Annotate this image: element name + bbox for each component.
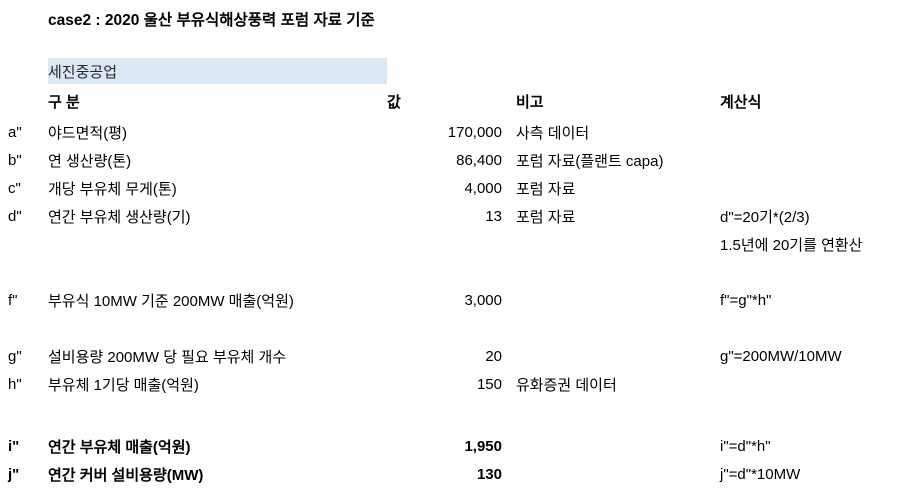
row-label[interactable]: 야드면적(평) [48,124,127,142]
row-formula[interactable]: d"=20기*(2/3) [720,208,810,226]
column-header-row: 구 분 값 비고 계산식 [8,84,910,118]
row-value[interactable]: 13 [485,207,502,225]
row-label[interactable]: 개당 부유체 무게(톤) [48,180,177,198]
row-label[interactable]: 부유체 1기당 매출(억원) [48,376,199,394]
company-header-row: 세진중공업 [8,56,910,84]
row-note[interactable]: 포럼 자료 [516,208,576,226]
row-letter[interactable]: i" [8,437,20,455]
row-label[interactable]: 연간 부유체 생산량(기) [48,208,191,226]
table-row-d: d" 연간 부유체 생산량(기) 13 포럼 자료 d"=20기*(2/3) [8,202,910,230]
row-value[interactable]: 130 [476,465,502,483]
row-note[interactable]: 사측 데이터 [516,124,590,142]
row-value[interactable]: 3,000 [464,291,502,309]
table-row-h: h" 부유체 1기당 매출(억원) 150 유화증권 데이터 [8,370,910,398]
row-letter[interactable]: b" [8,151,22,169]
row-label[interactable]: 연간 커버 설비용량(MW) [48,466,204,484]
row-letter[interactable]: d" [8,207,22,225]
row-label[interactable]: 부유식 10MW 기준 200MW 매출(억원) [48,292,294,310]
row-label[interactable]: 연간 부유체 매출(억원) [48,438,191,456]
row-note[interactable]: 유화증권 데이터 [516,376,617,394]
table-row-i: i" 연간 부유체 매출(억원) 1,950 i"=d"*h" [8,432,910,460]
row-note[interactable]: 포럼 자료 [516,180,576,198]
row-value[interactable]: 86,400 [456,151,502,169]
table-row-d-continuation: 1.5년에 20기를 연환산 [8,230,910,258]
table-row-b: b" 연 생산량(톤) 86,400 포럼 자료(플랜트 capa) [8,146,910,174]
data-table: 세진중공업 구 분 값 비고 계산식 a" 야드면적(평) 170,000 사측… [8,56,910,488]
row-value[interactable]: 1,950 [464,437,502,455]
row-letter[interactable]: g" [8,347,22,365]
table-row-a: a" 야드면적(평) 170,000 사측 데이터 [8,118,910,146]
table-row-j: j" 연간 커버 설비용량(MW) 130 j"=d"*10MW [8,460,910,488]
col-header-category[interactable]: 구 분 [48,93,80,111]
row-formula[interactable]: f"=g"*h" [720,291,772,309]
spacer-row [8,258,910,286]
sheet-title-cell[interactable]: case2 : 2020 울산 부유식해상풍력 포럼 자료 기준 [48,12,375,29]
row-value[interactable]: 20 [485,347,502,365]
table-row-f: f" 부유식 10MW 기준 200MW 매출(억원) 3,000 f"=g"*… [8,286,910,314]
row-value[interactable]: 150 [476,375,502,393]
row-formula-note[interactable]: 1.5년에 20기를 연환산 [720,236,863,254]
row-label[interactable]: 설비용량 200MW 당 필요 부유체 개수 [48,348,287,366]
spacer-row [8,398,910,432]
table-row-g: g" 설비용량 200MW 당 필요 부유체 개수 20 g"=200MW/10… [8,342,910,370]
spacer-row [8,314,910,342]
row-letter[interactable]: f" [8,291,18,309]
row-letter[interactable]: j" [8,465,20,483]
col-header-formula[interactable]: 계산식 [720,93,762,111]
row-letter[interactable]: c" [8,179,21,197]
table-row-c: c" 개당 부유체 무게(톤) 4,000 포럼 자료 [8,174,910,202]
row-formula[interactable]: g"=200MW/10MW [720,347,842,365]
row-formula[interactable]: i"=d"*h" [720,437,771,455]
row-value[interactable]: 4,000 [464,179,502,197]
company-highlighted-cell[interactable]: 세진중공업 [48,58,387,84]
row-formula[interactable]: j"=d"*10MW [720,465,801,483]
row-note[interactable]: 포럼 자료(플랜트 capa) [516,152,664,170]
row-label[interactable]: 연 생산량(톤) [48,152,132,170]
col-header-value[interactable]: 값 [387,93,401,111]
col-header-note[interactable]: 비고 [516,93,544,111]
row-value[interactable]: 170,000 [447,123,502,141]
row-letter[interactable]: a" [8,123,22,141]
row-letter[interactable]: h" [8,375,22,393]
